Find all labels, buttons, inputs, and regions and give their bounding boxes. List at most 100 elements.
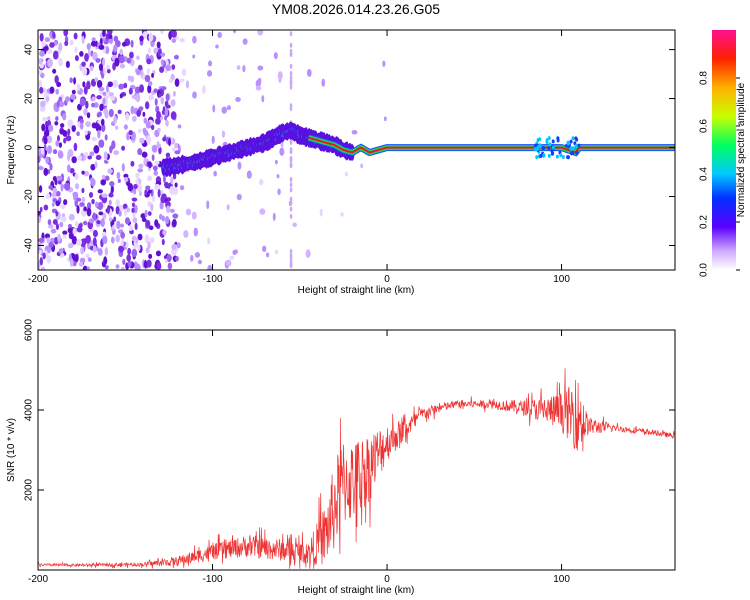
spectrogram-noise-cell xyxy=(163,174,166,184)
spectrogram-noise-cell xyxy=(57,233,61,242)
spectrogram-noise-cell xyxy=(236,65,241,70)
spectrogram-noise-cell xyxy=(122,258,126,265)
spectrogram-noise-cell xyxy=(42,252,46,260)
spectrogram-noise-cell xyxy=(74,172,79,181)
spectrogram-noise-cell xyxy=(138,190,142,197)
spectrogram-noise-cell xyxy=(181,68,187,76)
spectrogram-noise-cell xyxy=(104,46,110,55)
spectrogram-noise-cell xyxy=(68,213,75,221)
spectrogram-noise-cell xyxy=(169,186,176,195)
spectrogram-noise-cell xyxy=(139,84,144,93)
spectrogram-noise-cell xyxy=(110,236,115,244)
spectrogram-noise-cell xyxy=(136,183,143,192)
spectrogram-noise-cell xyxy=(141,151,148,158)
spectrogram-noise-cell xyxy=(165,93,170,102)
spectrogram-noise-cell xyxy=(261,95,265,103)
spectrogram-track-cell xyxy=(535,155,539,160)
spectrogram-noise-cell xyxy=(123,173,129,179)
spectrogram-noise-cell xyxy=(174,182,178,188)
spectrogram-noise-cell xyxy=(63,199,68,206)
spectrogram-noise-cell xyxy=(289,71,293,77)
spectrogram-noise-cell xyxy=(73,142,78,152)
spectrogram-noise-cell xyxy=(130,40,134,48)
spectrogram-noise-cell xyxy=(52,50,59,60)
spectrogram-noise-cell xyxy=(206,200,210,210)
spectrogram-noise-cell xyxy=(64,40,69,46)
spectrogram-noise-cell xyxy=(60,204,66,210)
spectrogram-noise-cell xyxy=(101,174,106,180)
spectrogram-noise-cell xyxy=(82,81,86,88)
spectrogram-noise-cell xyxy=(150,124,155,131)
spectrogram-xlabel: Height of straight line (km) xyxy=(298,285,415,296)
spectrogram-noise-cell xyxy=(136,55,140,61)
spectrogram-noise-cell xyxy=(174,142,179,149)
spectrogram-noise-cell xyxy=(221,106,228,114)
spectrogram-noise-cell xyxy=(147,47,151,54)
spectrogram-noise-cell xyxy=(42,116,47,122)
spectrogram-noise-cell xyxy=(87,155,92,160)
y-tick-label: 20 xyxy=(24,93,35,105)
spectrogram-noise-cell xyxy=(123,124,128,130)
spectrogram-noise-cell xyxy=(56,175,63,181)
spectrogram-noise-cell xyxy=(190,254,194,262)
spectrogram-noise-cell xyxy=(121,41,127,47)
spectrogram-noise-cell xyxy=(96,95,102,100)
spectrogram-noise-cell xyxy=(85,121,91,128)
spectrogram-noise-cell xyxy=(121,266,125,270)
spectrogram-noise-cell xyxy=(81,35,85,44)
spectrogram-track-core xyxy=(308,136,675,154)
spectrogram-noise-cell xyxy=(144,189,148,196)
spectrogram-noise-cell xyxy=(81,61,86,67)
spectrogram-noise-cell xyxy=(101,193,108,198)
spectrogram-noise-cell xyxy=(206,70,213,77)
spectrogram-noise-cell xyxy=(108,217,113,222)
spectrogram-noise-cell xyxy=(38,70,43,75)
spectrogram-noise-cell xyxy=(64,96,71,103)
spectrogram-track-cell xyxy=(541,146,545,151)
spectrogram-noise-cell xyxy=(85,234,91,244)
spectrogram-noise-cell xyxy=(165,152,171,158)
spectrogram-noise-cell xyxy=(58,142,63,148)
spectrogram-noise-cell xyxy=(135,178,140,185)
spectrogram-noise-cell xyxy=(52,31,56,39)
spectrogram-noise-cell xyxy=(60,183,64,192)
spectrogram-noise-cell xyxy=(55,116,59,121)
spectrogram-noise-cell xyxy=(115,234,120,243)
spectrogram-noise-cell xyxy=(289,63,293,69)
spectrogram-track-cell xyxy=(534,143,538,148)
spectrogram-noise-cell xyxy=(112,224,117,229)
spectrogram-noise-cell xyxy=(148,225,154,231)
spectrogram-noise-cell xyxy=(86,207,92,217)
spectrogram-noise-cell xyxy=(44,149,48,156)
spectrogram-noise-cell xyxy=(97,189,103,194)
spectrogram-noise-cell xyxy=(79,202,85,207)
spectrogram-noise-cell xyxy=(175,255,179,262)
spectrogram-noise-cell xyxy=(119,63,126,69)
spectrogram-noise-cell xyxy=(242,38,248,45)
spectrogram-noise-cell xyxy=(154,183,161,191)
spectrogram-noise-cell xyxy=(235,97,241,102)
spectrogram-noise-cell xyxy=(82,155,86,161)
spectrogram-noise-cell xyxy=(83,206,87,212)
spectrogram-noise-cell xyxy=(90,163,96,171)
spectrogram-noise-cell xyxy=(43,167,49,176)
spectrogram-noise-cell xyxy=(116,171,121,180)
spectrogram-noise-cell xyxy=(50,228,57,234)
spectrogram-noise-cell xyxy=(124,217,130,225)
colorbar-tick-label: 0.0 xyxy=(699,263,710,277)
spectrogram-noise-cell xyxy=(171,244,177,251)
spectrogram-noise-cell xyxy=(115,264,120,269)
spectrogram-track-cell xyxy=(547,146,551,151)
spectrogram-noise-cell xyxy=(124,208,128,216)
spectrogram-noise-cell xyxy=(213,170,217,177)
spectrogram-noise-cell xyxy=(185,208,192,216)
spectrogram-noise-cell xyxy=(289,206,293,212)
spectrogram-noise-cell xyxy=(102,235,108,245)
spectrogram-noise-cell xyxy=(226,105,231,111)
spectrogram-noise-cell xyxy=(107,168,113,174)
spectrogram-noise-cell xyxy=(52,176,57,182)
spectrogram-noise-cell xyxy=(82,265,88,270)
spectrogram-track-cell xyxy=(575,150,579,155)
spectrogram-noise-cell xyxy=(52,149,58,155)
spectrogram-noise-cell xyxy=(289,139,293,145)
